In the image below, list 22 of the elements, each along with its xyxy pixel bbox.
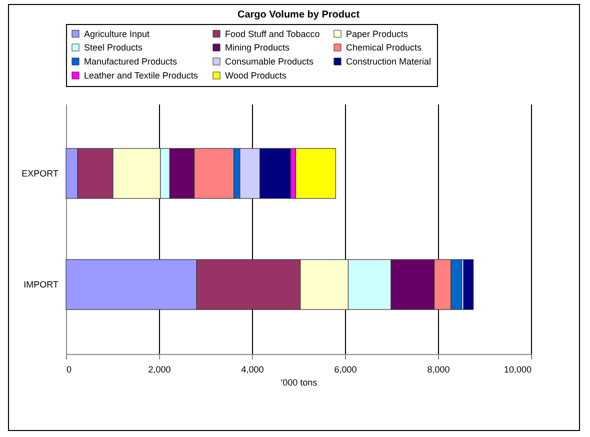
legend-label: Food Stuff and Tobacco (225, 28, 320, 39)
legend-label: Paper Products (346, 28, 409, 39)
x-axis-title: '000 tons (280, 378, 318, 388)
chart-title: Cargo Volume by Product (237, 10, 360, 20)
x-tick-label: 10,000 (504, 364, 532, 374)
legend-label: Agriculture Input (84, 28, 150, 39)
y-tick-label: IMPORT (24, 280, 59, 290)
x-tick-label: 0 (66, 364, 72, 374)
x-tick-label: 2,000 (148, 364, 171, 374)
legend-label: Consumable Products (225, 56, 314, 66)
x-tick-label: 6,000 (334, 364, 357, 374)
legend-label: Manufactured Products (84, 56, 178, 66)
legend-label: Steel Products (84, 42, 144, 52)
legend-label: Chemical Products (346, 42, 422, 52)
legend-label: Wood Products (225, 70, 287, 80)
legend-label: Mining Products (225, 42, 290, 52)
legend-label: Leather and Textile Products (84, 70, 198, 80)
legend-label: Construction Material (346, 56, 432, 66)
x-tick-label: 8,000 (427, 364, 450, 374)
y-tick-label: EXPORT (22, 168, 59, 178)
x-tick-label: 4,000 (241, 364, 264, 374)
bar (463, 259, 474, 310)
